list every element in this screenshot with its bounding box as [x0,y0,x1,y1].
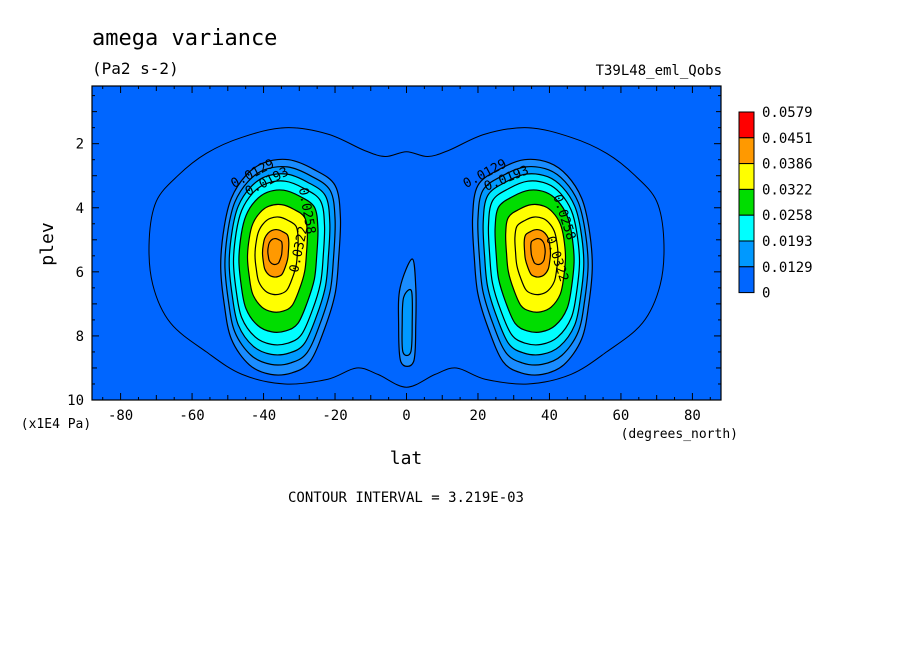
plot-area: 0.01290.01930.02580.03220.01290.01930.02… [67,85,722,424]
colorbar-label: 0.0193 [762,234,813,250]
chart-title: amega variance [92,26,277,51]
colorbar-swatch [738,137,755,165]
contour-interval-label: CONTOUR INTERVAL = 3.219E-03 [288,490,524,506]
x-tick-label: 60 [613,408,630,424]
x-axis-units: (degrees_north) [621,427,738,442]
x-tick-label: 20 [470,408,487,424]
x-tick-label: 40 [541,408,558,424]
colorbar-swatch [738,266,755,294]
chart-units: (Pa2 s-2) [92,59,179,78]
x-tick-label: 0 [402,408,410,424]
y-tick-label: 10 [67,393,84,409]
x-tick-label: -80 [108,408,133,424]
northern-cell-level-9 [530,237,546,266]
x-tick-label: -40 [251,408,276,424]
x-tick-label: 80 [684,408,701,424]
colorbar-label: 0.0386 [762,157,813,173]
experiment-label: T39L48_eml_Qobs [596,63,722,79]
x-axis: -80 -60 -40 -20 0 20 40 60 80 [102,86,711,424]
colorbar-label: 0.0129 [762,260,813,276]
colorbar-swatch [738,163,755,190]
colorbar-swatch [738,188,755,216]
colorbar-swatch [738,214,755,242]
colorbar-legend: 0.0579 0.0451 0.0386 0.0322 0.0258 0.0193 0.01… [738,105,813,302]
colorbar-label: 0.0258 [762,208,813,224]
colorbar-swatch [738,111,755,139]
x-tick-label: -60 [179,408,204,424]
contour-field: 0.01290.01930.02580.03220.01290.01930.02… [92,86,721,400]
y-axis: 2 4 6 8 10 [67,95,721,409]
y-axis-units: (x1E4 Pa) [21,417,91,432]
y-tick-label: 4 [76,201,84,217]
y-tick-label: 8 [76,329,84,345]
equatorial-cell-inner [401,288,414,357]
colorbar-label: 0.0451 [762,131,813,147]
y-tick-label: 6 [76,265,84,281]
southern-cell-level-9 [267,237,283,266]
x-tick-label: -20 [322,408,347,424]
x-axis-label: lat [390,448,423,469]
colorbar-label: 0 [762,286,770,302]
colorbar-label: 0.0322 [762,182,813,198]
colorbar-swatch [738,240,755,268]
colorbar-label: 0.0579 [762,105,813,121]
y-tick-label: 2 [76,137,84,153]
y-axis-label: plev [37,222,58,265]
